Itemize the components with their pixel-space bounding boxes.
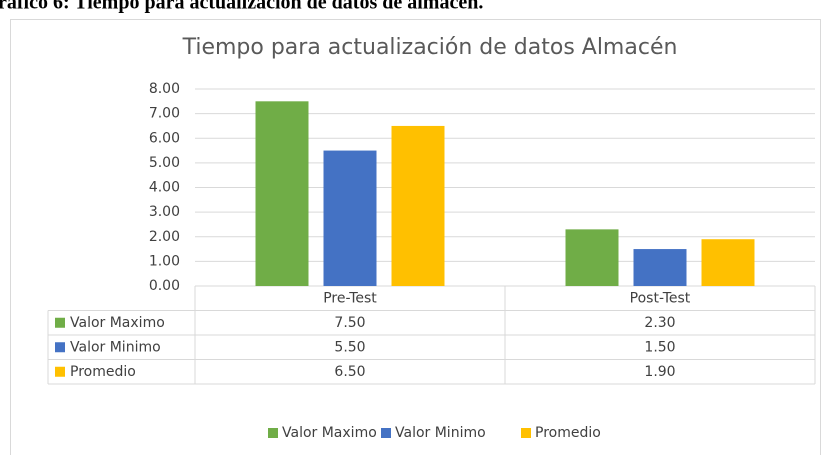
table-value: 2.30 [644, 315, 675, 331]
y-tick-label: 3.00 [149, 204, 180, 220]
x-tick-label: Post-Test [630, 290, 691, 306]
table-value: 1.50 [644, 339, 675, 355]
legend-label: Valor Maximo [282, 425, 377, 441]
table-swatch [55, 317, 65, 328]
table-swatch [55, 342, 65, 353]
table-value: 7.50 [334, 315, 365, 331]
legend-swatch [381, 428, 391, 438]
y-tick-label: 1.00 [149, 253, 180, 269]
table-row-label: Valor Minimo [70, 339, 161, 355]
y-tick-label: 8.00 [149, 81, 180, 97]
table-row-label: Promedio [70, 364, 136, 380]
chart-frame [10, 19, 821, 455]
legend-label: Valor Minimo [395, 425, 486, 441]
table-value: 5.50 [334, 339, 365, 355]
legend-swatch [268, 428, 278, 438]
x-tick-label: Pre-Test [323, 290, 377, 306]
y-tick-label: 6.00 [149, 130, 180, 146]
bar [633, 249, 687, 286]
legend-swatch [521, 428, 531, 438]
table-swatch [55, 366, 65, 377]
y-tick-label: 0.00 [149, 278, 180, 294]
y-tick-label: 4.00 [149, 180, 180, 196]
table-row-label: Valor Maximo [70, 315, 165, 331]
y-tick-label: 2.00 [149, 229, 180, 245]
chart-title: Tiempo para actualización de datos Almac… [182, 35, 678, 60]
bar [701, 239, 755, 286]
bar [323, 150, 377, 286]
bar [255, 101, 309, 286]
bar [565, 229, 619, 286]
table-value: 1.90 [644, 364, 675, 380]
caption: ráfico 6: Tiempo para actualización de d… [0, 0, 483, 14]
legend-label: Promedio [535, 425, 601, 441]
y-tick-label: 7.00 [149, 106, 180, 122]
table-value: 6.50 [334, 364, 365, 380]
y-tick-label: 5.00 [149, 155, 180, 171]
bar [391, 125, 445, 286]
